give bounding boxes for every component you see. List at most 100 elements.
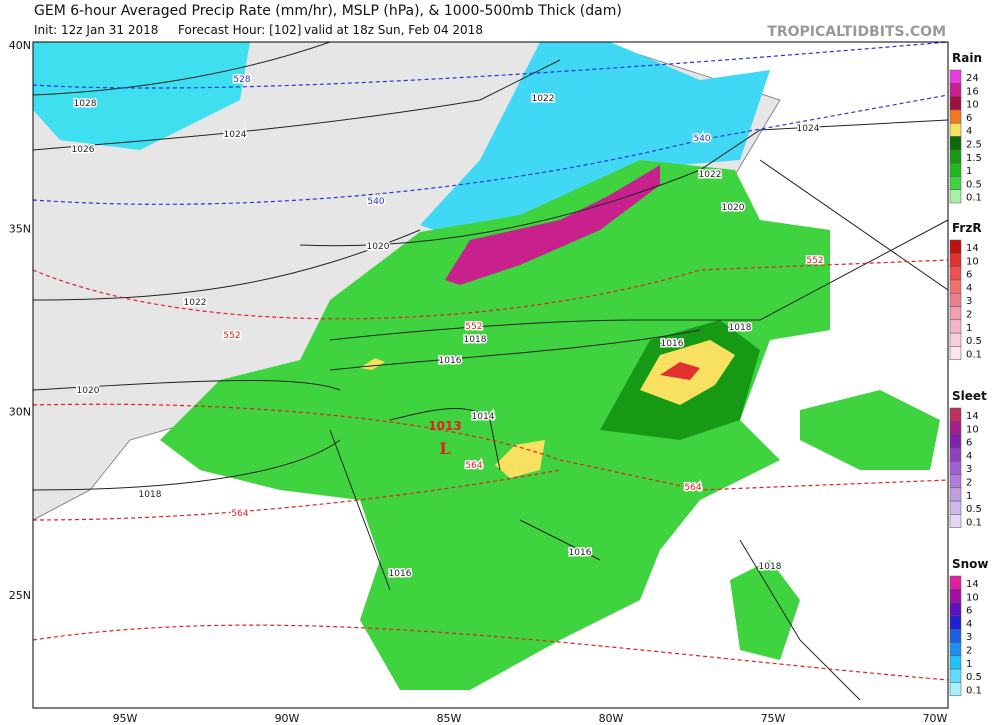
heavy-rain [660,362,700,380]
legend-title: Sleet [952,389,987,403]
legend-swatch [949,615,962,630]
legend-level: 14 [966,243,979,254]
lon-label: 85W [437,712,462,725]
legend-swatch [949,96,962,111]
thickness-label: 552 [223,331,240,341]
legend-swatch [949,589,962,603]
lon-label: 90W [275,712,300,725]
legend-swatch [949,306,962,321]
legend-swatch [949,434,962,449]
isobar-label: 1014 [472,412,495,422]
legend-level: 0.5 [966,672,982,683]
legend-level: 10 [966,592,979,603]
legend-swatch [949,642,962,657]
legend-swatch [949,575,962,590]
lat-label: 30N [9,406,31,419]
legend-title: FrzR [952,221,982,235]
legend-swatch [949,189,962,204]
mix-area [445,165,660,285]
snow-area [33,42,250,150]
legend-level: 6 [966,438,972,449]
legend-swatch [949,487,962,502]
legend-level: 2 [966,646,972,657]
legend-level: 3 [966,464,972,475]
lon-label: 70W [923,712,948,725]
legend-level: 1.5 [966,153,982,164]
thickness-label: 564 [684,483,701,493]
lat-label: 35N [9,222,31,235]
map-area [33,42,948,708]
isobar-label: 1016 [661,339,684,349]
legend-level: 2 [966,478,972,489]
brand: TROPICALTIDBITS.COM [767,24,946,40]
legend-swatch [949,474,962,489]
legend-swatch [949,407,962,422]
isobar-label: 1020 [367,242,390,252]
legend-level: 1 [966,659,972,670]
legend-swatch [949,602,962,617]
legend: Rain241610642.51.510.50.1FrzR1410643210.… [949,51,989,696]
isobar-label: 1018 [729,323,752,333]
isobar-label: 1018 [759,562,782,572]
legend-swatch [949,682,962,696]
legend-level: 4 [966,126,972,137]
snow-area [420,42,770,232]
low-symbol: L [439,439,450,458]
lat-label: 40N [9,39,31,52]
legend-swatch [949,421,962,435]
init: Init: 12z Jan 31 2018 [34,23,158,37]
legend-swatch [949,83,962,97]
thickness [33,42,948,681]
isobars [33,42,948,701]
isobar-label: 1016 [439,356,462,366]
legend-swatch [949,332,962,347]
low-pressure: 1013 [428,419,461,433]
legend-level: 2 [966,310,972,321]
legend-level: 0.1 [966,685,982,696]
lat-label: 25N [9,589,31,602]
legend-level: 6 [966,270,972,281]
thickness-label: 564 [231,509,248,519]
isobar-label: 1026 [72,145,95,155]
legend-title: Rain [952,51,982,65]
legend-level: 6 [966,606,972,617]
legend-swatch [949,500,962,515]
thickness-label: 552 [806,256,823,266]
legend-level: 1 [966,323,972,334]
thickness-label: 540 [367,197,384,207]
legend-level: 14 [966,579,979,590]
rain-area [160,160,830,690]
legend-level: 0.5 [966,336,982,347]
legend-swatch [949,346,962,360]
legend-swatch [949,239,962,254]
title: GEM 6-hour Averaged Precip Rate (mm/hr),… [34,3,622,19]
thickness-label: 564 [465,461,482,471]
legend-level: 0.1 [966,193,982,204]
legend-level: 14 [966,411,979,422]
rain-area [730,560,800,660]
legend-swatch [949,319,962,334]
legend-swatch [949,279,962,294]
legend-level: 0.5 [966,179,982,190]
legend-swatch [949,292,962,307]
legend-level: 0.1 [966,349,982,360]
legend-level: 3 [966,296,972,307]
lon-label: 75W [761,712,786,725]
isobar-label: 1022 [532,94,555,104]
legend-level: 10 [966,100,979,111]
isobar-label: 1018 [139,490,162,500]
legend-level: 4 [966,283,972,294]
isobar-label: 1020 [77,386,100,396]
thickness-label: 552 [465,322,482,332]
legend-swatch [949,122,962,137]
legend-swatch [949,266,962,281]
isobar-label: 1018 [464,335,487,345]
lon-label: 95W [113,712,138,725]
heavy-rain [495,440,545,478]
legend-swatch [949,136,962,151]
legend-swatch [949,628,962,643]
legend-level: 10 [966,424,979,435]
legend-level: 24 [966,73,979,84]
